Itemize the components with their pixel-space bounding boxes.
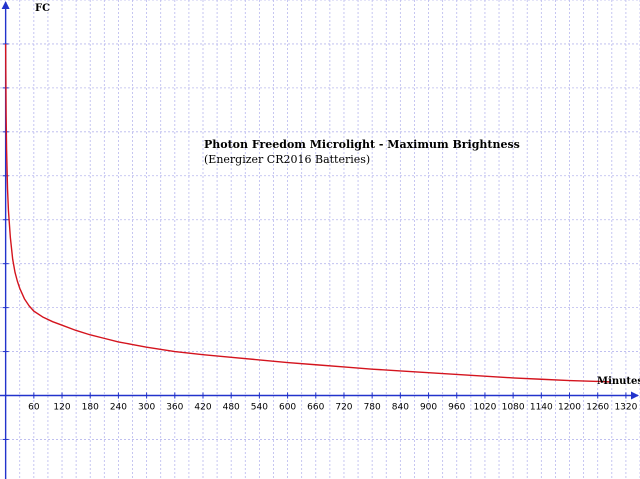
y-axis-arrow [1,1,10,9]
x-tick-label: 300 [138,403,155,413]
x-tick-label: 1020 [473,403,496,413]
x-tick-label: 240 [110,403,127,413]
x-tick-label: 480 [223,403,240,413]
chart-title: Photon Freedom Microlight - Maximum Brig… [204,138,520,151]
series-line [4,43,610,383]
series-lines [4,43,610,383]
x-tick-label: 1320 [614,403,637,413]
x-tick-label: 780 [364,403,381,413]
x-tick-label: 960 [448,403,465,413]
x-axis-label: Minutes [597,376,640,387]
x-tick-label: 420 [194,403,211,413]
x-tick-label: 360 [166,403,183,413]
x-tick-label: 840 [392,403,409,413]
x-tick-label: 60 [28,403,40,413]
x-tick-label: 1200 [558,403,581,413]
x-tick-label: 1080 [502,403,525,413]
y-axis-label: FC [35,3,50,14]
chart-subtitle: (Energizer CR2016 Batteries) [204,153,370,166]
x-tick-label: 720 [335,403,352,413]
x-tick-label: 900 [420,403,437,413]
x-tick-label: 1140 [530,403,553,413]
x-axis-arrow [631,391,639,400]
x-tick-label: 180 [82,403,99,413]
x-tick-label: 600 [279,403,296,413]
x-tick-label: 540 [251,403,268,413]
tick-labels: 60 120 180 240 300 360 420 480 540 600 660 720 780 84… [28,403,638,413]
x-tick-label: 120 [53,403,70,413]
x-tick-label: 660 [307,403,324,413]
x-tick-label: 1260 [586,403,609,413]
